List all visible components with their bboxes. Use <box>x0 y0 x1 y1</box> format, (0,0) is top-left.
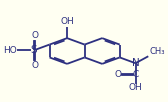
Text: O: O <box>114 70 121 79</box>
Text: N: N <box>132 58 139 68</box>
Text: HO: HO <box>3 46 16 55</box>
Text: OH: OH <box>60 17 74 26</box>
Text: O: O <box>31 61 38 70</box>
Text: O: O <box>31 31 38 40</box>
Text: S: S <box>30 45 37 55</box>
Text: CH₃: CH₃ <box>149 47 165 56</box>
Text: C: C <box>132 70 139 79</box>
Text: OH: OH <box>129 83 142 92</box>
